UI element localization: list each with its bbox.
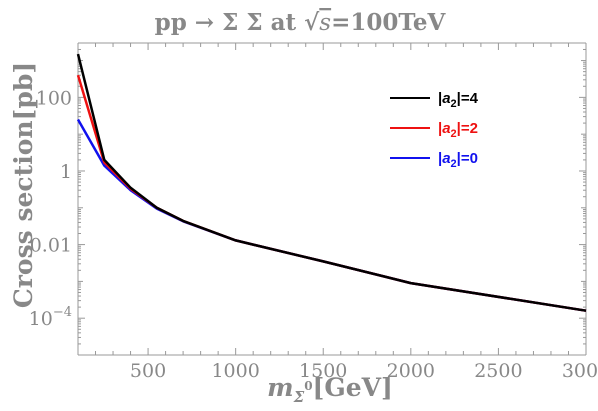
y-tick-label-power: 10−4 <box>29 305 72 330</box>
legend: |a2|=4|a2|=2|a2|=0 <box>390 90 479 170</box>
title-root-argument: s <box>319 10 331 36</box>
title-text-after-root: =100TeV <box>331 9 446 36</box>
legend-label: |a2|=0 <box>438 150 478 170</box>
legend-bar: | <box>438 120 442 137</box>
y-tick-power-base: 10 <box>29 308 53 330</box>
x-label-superscript: 0 <box>304 379 312 393</box>
series-line <box>76 118 587 312</box>
legend-symbol: a <box>442 120 450 137</box>
x-label-unit: [GeV] <box>313 373 393 402</box>
series-lines <box>76 53 587 312</box>
y-tick-power-exponent: −4 <box>53 305 72 320</box>
legend-subscript: 2 <box>451 128 457 140</box>
y-tick-label: 0.01 <box>30 235 72 257</box>
y-axis-ticks: 0.01 1 100 10−4 <box>29 42 586 356</box>
x-tick-label: 2000 <box>387 360 435 382</box>
legend-value: |=4 <box>457 90 479 107</box>
x-axis-label: mΣ0[GeV] <box>267 373 393 406</box>
sqrt-symbol: √ <box>304 9 320 36</box>
legend-value: |=2 <box>457 120 478 137</box>
plot-frame <box>77 42 587 356</box>
legend-symbol: a <box>442 150 450 167</box>
legend-subscript: 2 <box>451 98 457 110</box>
legend-bar: | <box>438 90 442 107</box>
x-tick-label: 1000 <box>211 360 259 382</box>
legend-label: |a2|=2 <box>438 120 478 140</box>
y-tick-label: 100 <box>36 87 72 109</box>
legend-value: |=0 <box>457 150 478 167</box>
legend-subscript: 2 <box>451 158 457 170</box>
x-tick-label: 2500 <box>474 360 522 382</box>
series-line <box>76 53 587 312</box>
x-tick-label: 1500 <box>299 360 347 382</box>
legend-symbol: a <box>442 90 450 107</box>
x-tick-label: 500 <box>130 360 166 382</box>
y-tick-label: 1 <box>60 161 72 183</box>
x-label-symbol: m <box>267 373 293 402</box>
y-axis-label: Cross section[pb] <box>9 62 38 308</box>
x-label-subscript: Σ <box>293 388 305 406</box>
legend-bar: | <box>438 150 442 167</box>
title-text-before-root: pp → Σ Σ at <box>155 9 305 36</box>
chart-title: pp → Σ Σ at √s=100TeV <box>155 9 447 36</box>
series-line <box>76 74 587 312</box>
legend-label: |a2|=4 <box>438 90 479 110</box>
